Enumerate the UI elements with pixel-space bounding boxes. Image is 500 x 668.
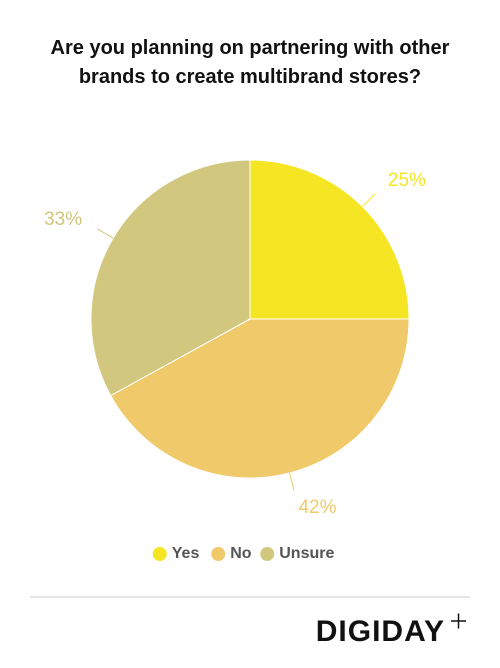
legend-label: Yes	[172, 545, 200, 562]
legend-label: No	[230, 545, 252, 562]
legend-swatch	[211, 547, 226, 561]
chart-title: Are you planning on partnering with othe…	[50, 37, 450, 88]
brand-logo: DIGIDAY	[316, 615, 445, 648]
legend-swatch	[152, 547, 167, 561]
legend-swatch	[260, 547, 275, 561]
data-label: 42%	[298, 497, 336, 518]
plus-icon	[451, 613, 466, 629]
leader-line	[289, 472, 295, 491]
data-label: 25%	[388, 170, 426, 191]
leader-line	[97, 228, 114, 239]
legend-label: Unsure	[279, 545, 334, 562]
data-label: 33%	[44, 209, 82, 230]
leader-line	[362, 193, 376, 207]
pie-slice	[249, 159, 410, 320]
